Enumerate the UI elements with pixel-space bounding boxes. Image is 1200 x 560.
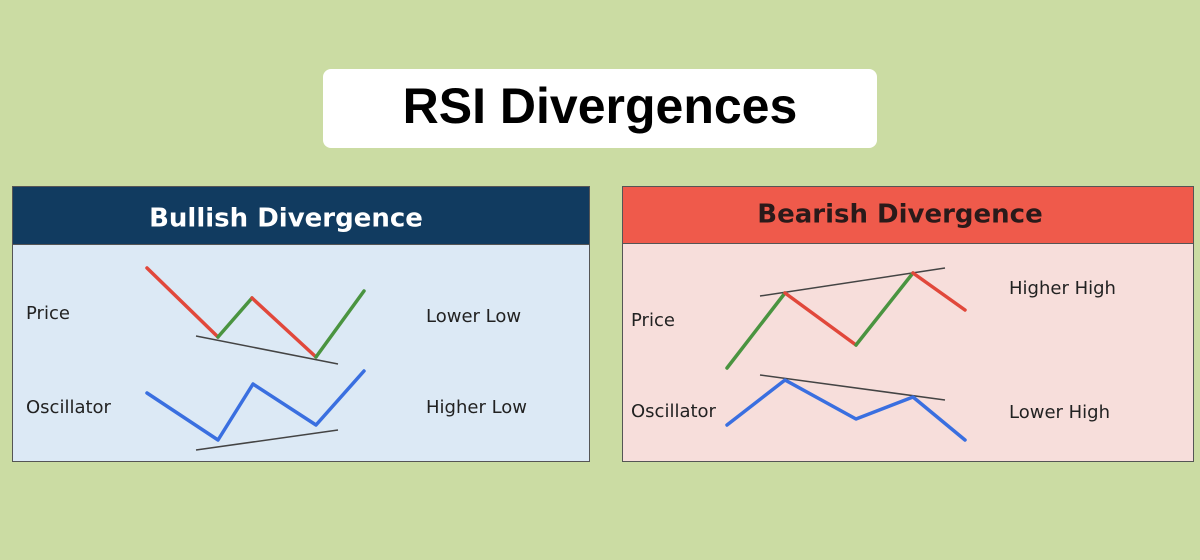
price-line <box>250 296 318 359</box>
title-box <box>323 69 877 148</box>
panel-header <box>622 186 1194 244</box>
price-line <box>783 291 858 347</box>
trend-line <box>195 335 339 365</box>
price-line <box>145 266 220 339</box>
row-description: Lower High <box>1009 402 1110 423</box>
oscillator-line <box>725 378 967 442</box>
row-description: Lower Low <box>426 306 521 327</box>
page-title: RSI Divergences <box>403 78 798 134</box>
panel-header <box>12 186 590 245</box>
row-label: Price <box>631 310 675 331</box>
row-label: Oscillator <box>26 397 112 418</box>
row-label: Price <box>26 303 70 324</box>
price-line <box>314 289 366 359</box>
row-label: Oscillator <box>631 401 717 422</box>
oscillator-line <box>145 369 366 442</box>
price-line <box>854 271 915 347</box>
row-description: Higher High <box>1009 278 1116 299</box>
panel-title: Bearish Divergence <box>757 200 1042 230</box>
row-description: Higher Low <box>426 397 527 418</box>
price-line <box>216 296 254 339</box>
price-line <box>725 291 787 370</box>
panel-title: Bullish Divergence <box>149 204 423 234</box>
trend-line <box>195 429 339 451</box>
price-line <box>911 271 967 312</box>
